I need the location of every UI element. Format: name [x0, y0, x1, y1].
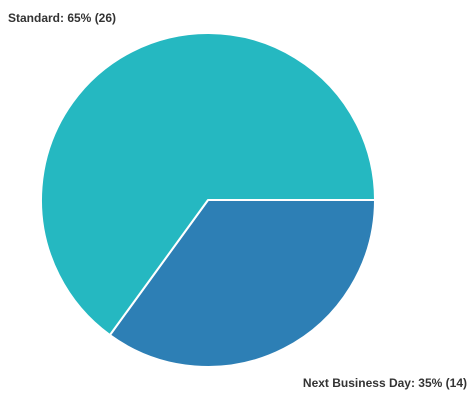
slice-label-standard: Standard: 65% (26)	[8, 11, 117, 25]
slice-label-next-business-day: Next Business Day: 35% (14)	[302, 376, 467, 390]
pie-slice-standard	[40, 32, 376, 337]
pie-slice-next-business-day	[108, 199, 376, 368]
pie-slices	[40, 32, 376, 368]
